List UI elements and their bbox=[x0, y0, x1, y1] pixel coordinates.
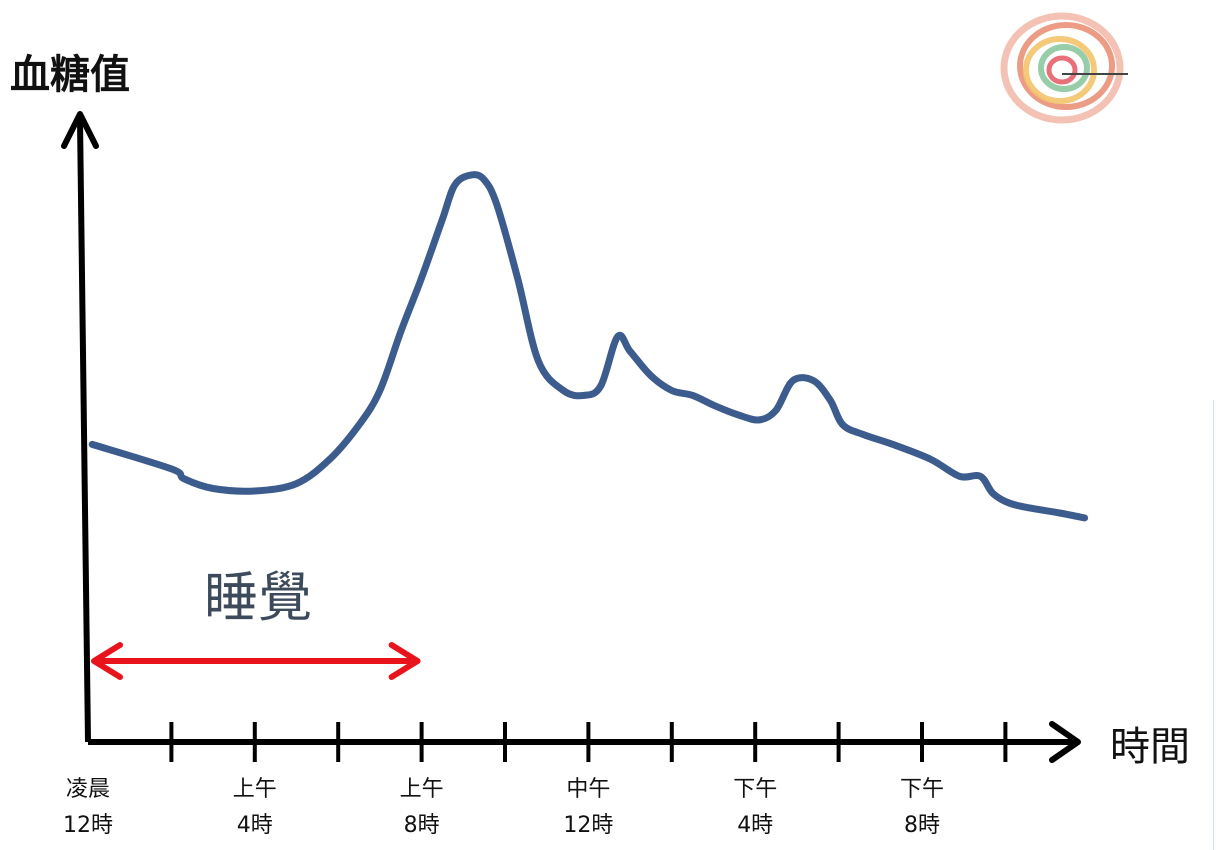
x-tick-label-8-line1: 上午 bbox=[400, 777, 444, 802]
x-tick-label-0-line2: 12時 bbox=[63, 813, 113, 838]
right-edge-divider bbox=[1213, 400, 1214, 850]
x-tick-label-12-line1: 中午 bbox=[566, 777, 610, 802]
logo-swirl-icon bbox=[1004, 16, 1128, 120]
x-tick-label-16-line2: 4時 bbox=[737, 813, 773, 838]
sleep-label: 睡覺 bbox=[204, 566, 312, 629]
series-line-blood-sugar bbox=[92, 175, 1084, 518]
y-axis-title: 血糖值 bbox=[10, 52, 130, 98]
x-tick-labels: 凌晨 12時 上午 4時 上午 8時 中午 12時 下午 4時 下午 8時 bbox=[63, 777, 944, 838]
y-axis-line bbox=[80, 120, 88, 742]
x-tick-label-0-line1: 凌晨 bbox=[66, 777, 110, 802]
x-tick-label-8-line2: 8時 bbox=[404, 813, 440, 838]
x-tick-label-16-line1: 下午 bbox=[733, 777, 777, 802]
x-axis-title: 時間 bbox=[1110, 724, 1190, 770]
x-tick-label-4-line1: 上午 bbox=[233, 777, 277, 802]
x-tick-label-20-line1: 下午 bbox=[900, 777, 944, 802]
x-tick-label-20-line2: 8時 bbox=[904, 813, 940, 838]
sleep-range-arrow bbox=[94, 645, 418, 677]
x-tick-label-12-line2: 12時 bbox=[563, 813, 613, 838]
x-tick-label-4-line2: 4時 bbox=[237, 813, 273, 838]
